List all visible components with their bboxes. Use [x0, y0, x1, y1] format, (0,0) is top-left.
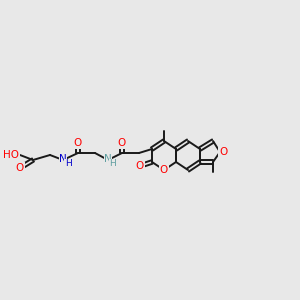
Text: H: H [64, 160, 71, 169]
Text: N: N [104, 154, 112, 164]
Text: O: O [118, 138, 126, 148]
Text: O: O [160, 165, 168, 175]
Text: O: O [16, 163, 24, 173]
Text: N: N [59, 154, 67, 164]
Text: H: H [110, 160, 116, 169]
Text: HO: HO [3, 150, 19, 160]
Text: O: O [219, 147, 227, 157]
Text: O: O [136, 161, 144, 171]
Text: O: O [74, 138, 82, 148]
